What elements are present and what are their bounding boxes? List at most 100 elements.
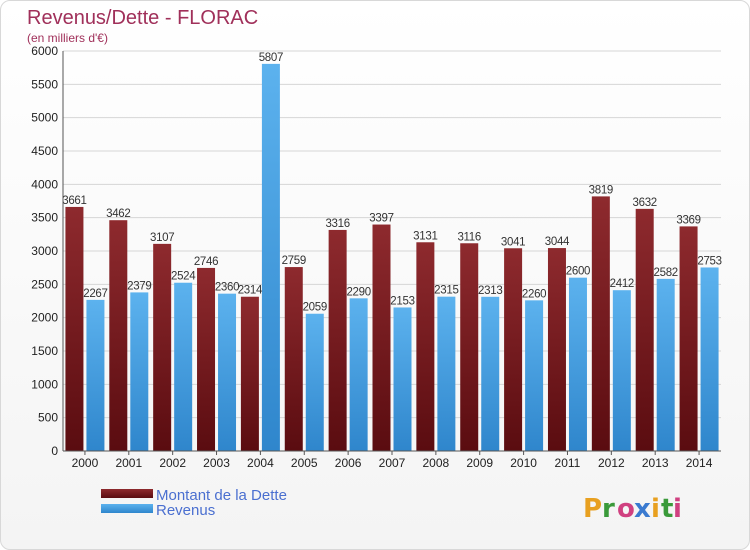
bar-revenus <box>437 296 456 451</box>
data-label: 2314 <box>238 285 263 297</box>
data-label: 2379 <box>127 280 151 292</box>
y-tick-label: 1500 <box>31 344 58 358</box>
brand-letter: P <box>583 494 602 524</box>
brand-letter: r <box>602 494 615 524</box>
data-label: 3041 <box>501 236 525 248</box>
data-label: 3661 <box>62 195 86 207</box>
chart-subtitle: (en milliers d'€) <box>27 31 108 45</box>
data-label: 2582 <box>654 267 678 279</box>
bar-debt <box>197 267 216 451</box>
y-tick-label: 4000 <box>31 177 58 191</box>
data-label: 2290 <box>346 286 370 298</box>
data-label: 3131 <box>413 230 437 242</box>
bar-revenus <box>525 300 544 451</box>
y-tick-label: 2500 <box>31 277 58 291</box>
x-tick-label: 2003 <box>203 456 230 470</box>
bar-revenus <box>393 307 412 451</box>
data-label: 2753 <box>697 255 721 267</box>
bar-revenus <box>130 292 149 451</box>
legend-swatch-debt <box>101 489 153 498</box>
bar-revenus <box>218 293 237 451</box>
data-label: 3316 <box>325 218 349 230</box>
brand-letter: o <box>617 494 635 524</box>
data-label: 3116 <box>457 231 481 243</box>
bar-revenus <box>568 277 587 451</box>
x-tick-label: 2009 <box>466 456 493 470</box>
data-label: 2153 <box>390 295 414 307</box>
bar-debt <box>547 248 566 451</box>
x-tick-label: 2012 <box>598 456 625 470</box>
bar-debt <box>460 243 479 451</box>
data-label: 3044 <box>545 236 570 248</box>
grid-lines <box>63 50 721 452</box>
data-label: 2524 <box>171 271 196 283</box>
data-label: 3369 <box>676 214 700 226</box>
data-label: 5807 <box>259 52 283 64</box>
y-tick-label: 2000 <box>31 311 58 325</box>
x-tick-label: 2013 <box>642 456 669 470</box>
bar-revenus <box>174 282 193 451</box>
y-tick-label: 3000 <box>31 244 58 258</box>
bar-debt <box>240 296 259 451</box>
y-axis-ticks: 0 500 1000 1500 2000 2500 3000 3500 4000 4500 5000… <box>31 44 58 458</box>
bar-debt <box>284 267 303 451</box>
y-tick-label: 500 <box>38 411 58 425</box>
bar-debt <box>416 242 435 451</box>
bar-revenus <box>481 296 500 451</box>
data-label: 2313 <box>478 285 502 297</box>
y-tick-label: 5000 <box>31 111 58 125</box>
brand-letter: t <box>661 494 673 524</box>
data-label: 3819 <box>589 184 613 196</box>
y-tick-label: 1000 <box>31 377 58 391</box>
y-tick-label: 6000 <box>31 44 58 58</box>
legend-label-revenus: Revenus <box>156 502 215 519</box>
x-tick-label: 2000 <box>72 456 99 470</box>
x-tick-label: 2014 <box>686 456 713 470</box>
x-tick-label: 2004 <box>247 456 274 470</box>
data-label: 2746 <box>194 256 218 268</box>
y-tick-label: 0 <box>51 444 58 458</box>
data-label: 2759 <box>282 255 306 267</box>
bar-debt <box>591 196 610 451</box>
brand-letter: i <box>651 494 660 524</box>
data-label: 3107 <box>150 232 174 244</box>
bar-revenus <box>86 299 105 451</box>
x-tick-label: 2008 <box>423 456 450 470</box>
chart-title: Revenus/Dette - FLORAC <box>27 7 258 29</box>
y-tick-label: 4500 <box>31 144 58 158</box>
bar-debt <box>679 226 698 451</box>
x-tick-label: 2007 <box>379 456 406 470</box>
brand-letter: i <box>673 494 682 524</box>
data-label: 3632 <box>633 197 657 209</box>
data-label: 2600 <box>566 266 590 278</box>
legend-swatch-revenus <box>101 504 153 513</box>
bar-revenus <box>261 63 280 451</box>
y-tick-label: 5500 <box>31 77 58 91</box>
legend: Montant de la Dette Revenus <box>101 487 287 519</box>
data-label: 2260 <box>522 288 546 300</box>
bar-revenus <box>612 290 631 451</box>
data-label: 2267 <box>83 288 107 300</box>
brand-letter: x <box>634 494 651 524</box>
x-axis-ticks: 2000 2001 2002 2003 2004 2005 2006 2007 2008 2009… <box>72 451 713 470</box>
axes <box>62 51 721 452</box>
x-tick-label: 2001 <box>115 456 142 470</box>
data-label: 2360 <box>215 282 239 294</box>
bar-debt <box>504 248 523 451</box>
x-tick-label: 2002 <box>159 456 186 470</box>
y-tick-label: 3500 <box>31 211 58 225</box>
legend-label-debt: Montant de la Dette <box>156 487 287 504</box>
bar-revenus <box>349 298 368 451</box>
bar-debt <box>372 224 391 451</box>
bar-revenus <box>700 267 719 451</box>
bars <box>65 63 719 451</box>
x-tick-label: 2006 <box>335 456 362 470</box>
bar-debt <box>328 229 347 451</box>
data-label: 2059 <box>303 302 327 314</box>
x-tick-label: 2005 <box>291 456 318 470</box>
bar-debt <box>153 243 172 451</box>
